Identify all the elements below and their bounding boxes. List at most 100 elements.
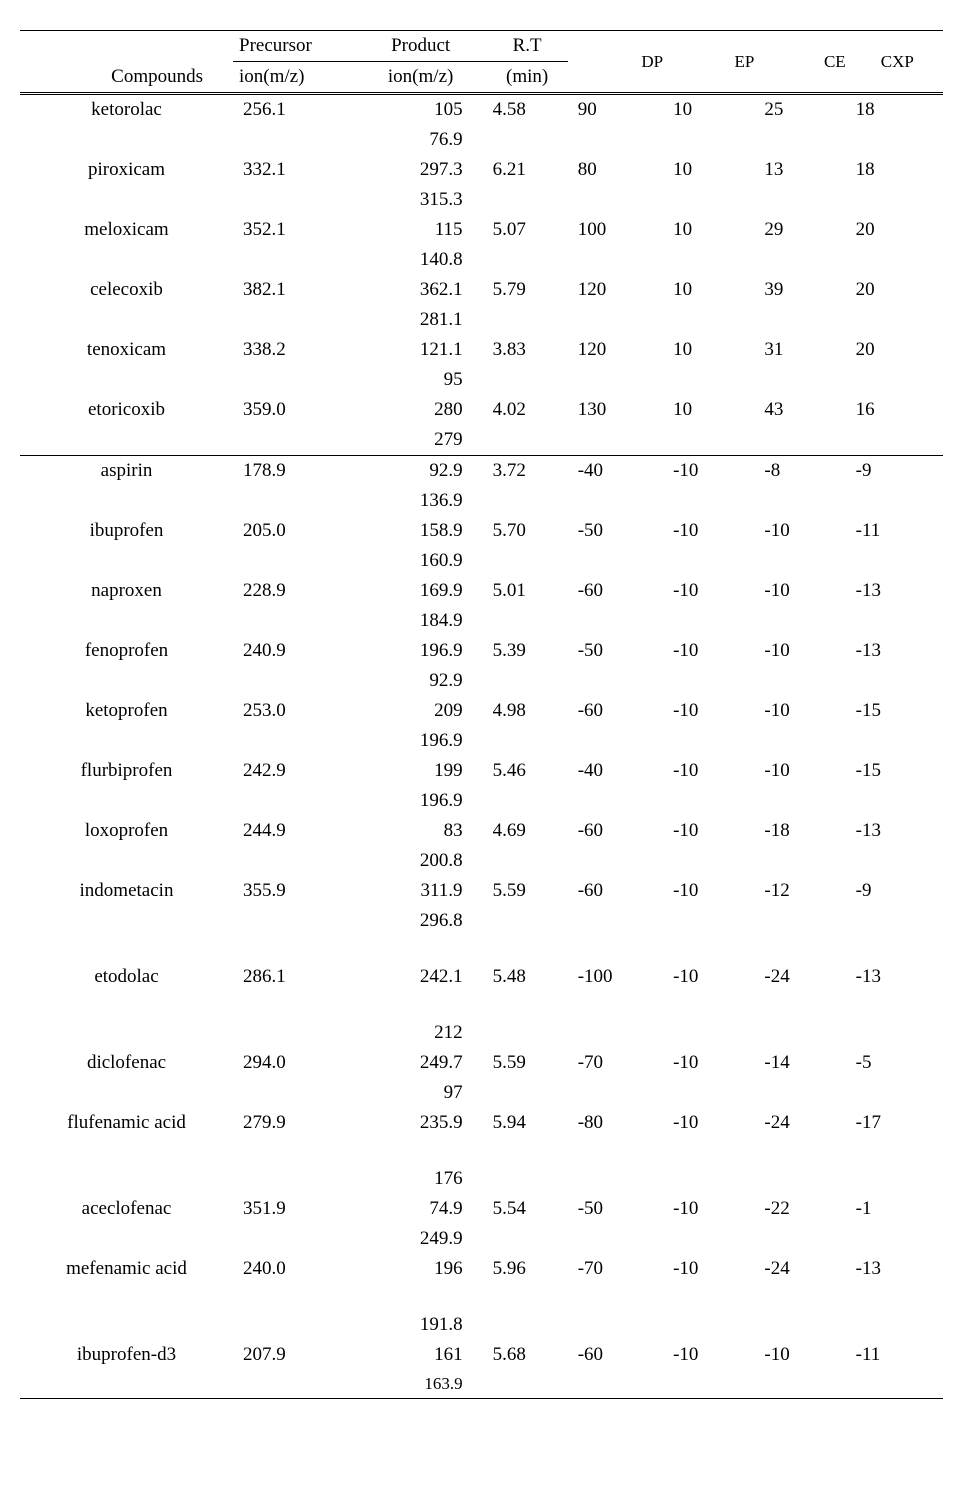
table-cell: [233, 906, 355, 936]
table-cell: [233, 1310, 355, 1340]
table-cell: 43: [760, 395, 851, 425]
col-cxp-header: CXP: [852, 31, 943, 94]
table-cell: [568, 1370, 669, 1399]
table-cell: tenoxicam: [20, 335, 233, 365]
table-cell: mefenamic acid: [20, 1254, 233, 1284]
table-cell: [760, 1018, 851, 1048]
table-cell: [669, 185, 760, 215]
table-cell: 100: [568, 215, 669, 245]
table-cell: [20, 846, 233, 876]
table-cell: [568, 1310, 669, 1340]
table-cell: 280: [355, 395, 487, 425]
table-cell: [852, 992, 943, 1018]
table-cell: [852, 936, 943, 962]
table-cell: -10: [669, 1340, 760, 1370]
table-cell: 279: [355, 425, 487, 456]
table-cell: [233, 1370, 355, 1399]
table-cell: -10: [669, 1254, 760, 1284]
table-row: flufenamic acid279.9235.95.94-80-10-24-1…: [20, 1108, 943, 1138]
table-row: 296.8: [20, 906, 943, 936]
table-cell: [568, 1164, 669, 1194]
table-cell: [760, 185, 851, 215]
table-cell: [233, 185, 355, 215]
table-cell: [487, 1224, 568, 1254]
table-cell: [852, 185, 943, 215]
table-cell: [233, 546, 355, 576]
table-cell: 209: [355, 696, 487, 726]
table-cell: loxoprofen: [20, 816, 233, 846]
table-cell: [760, 1078, 851, 1108]
table-cell: [852, 245, 943, 275]
table-cell: 80: [568, 155, 669, 185]
table-cell: [20, 1138, 233, 1164]
table-cell: 161: [355, 1340, 487, 1370]
table-cell: [568, 1284, 669, 1310]
table-cell: -70: [568, 1048, 669, 1078]
table-cell: 178.9: [233, 456, 355, 487]
table-cell: [669, 1078, 760, 1108]
table-cell: [487, 1078, 568, 1108]
table-cell: [355, 1138, 487, 1164]
table-cell: [487, 1164, 568, 1194]
table-cell: naproxen: [20, 576, 233, 606]
table-cell: 97: [355, 1078, 487, 1108]
table-cell: [669, 992, 760, 1018]
table-cell: [568, 606, 669, 636]
table-cell: [760, 425, 851, 456]
table-cell: -9: [852, 876, 943, 906]
table-row: tenoxicam338.2121.13.83120103120: [20, 335, 943, 365]
col-dp-header: DP: [568, 31, 669, 94]
table-cell: 196: [355, 1254, 487, 1284]
col-compounds-header: Compounds: [20, 31, 233, 94]
table-cell: [20, 185, 233, 215]
table-cell: 240.0: [233, 1254, 355, 1284]
table-cell: -10: [669, 696, 760, 726]
table-cell: [760, 846, 851, 876]
table-cell: [233, 245, 355, 275]
col-ce-header: CE: [760, 31, 851, 94]
table-cell: [760, 305, 851, 335]
table-cell: [487, 245, 568, 275]
col-rt-header-1: R.T: [487, 31, 568, 62]
table-cell: 4.98: [487, 696, 568, 726]
table-cell: [852, 606, 943, 636]
table-cell: [487, 486, 568, 516]
table-cell: 160.9: [355, 546, 487, 576]
table-cell: -18: [760, 816, 851, 846]
table-cell: [760, 365, 851, 395]
table-cell: [760, 1370, 851, 1399]
table-cell: -60: [568, 1340, 669, 1370]
table-cell: [852, 1284, 943, 1310]
table-cell: -13: [852, 1254, 943, 1284]
table-cell: -13: [852, 816, 943, 846]
table-cell: -40: [568, 756, 669, 786]
table-cell: [487, 185, 568, 215]
table-row: 279: [20, 425, 943, 456]
table-cell: [852, 425, 943, 456]
table-cell: 4.58: [487, 94, 568, 126]
table-cell: [487, 125, 568, 155]
table-cell: ketoprofen: [20, 696, 233, 726]
col-ep-header: EP: [669, 31, 760, 94]
table-cell: [760, 666, 851, 696]
table-cell: [233, 1224, 355, 1254]
table-cell: [669, 1284, 760, 1310]
table-cell: 253.0: [233, 696, 355, 726]
table-cell: -24: [760, 962, 851, 992]
table-cell: [20, 546, 233, 576]
table-cell: [20, 992, 233, 1018]
table-cell: -60: [568, 576, 669, 606]
table-cell: 352.1: [233, 215, 355, 245]
table-cell: [233, 305, 355, 335]
table-cell: -50: [568, 516, 669, 546]
table-cell: -40: [568, 456, 669, 487]
table-row: etoricoxib359.02804.02130104316: [20, 395, 943, 425]
table-row: fenoprofen240.9196.95.39-50-10-10-13: [20, 636, 943, 666]
table-cell: 105: [355, 94, 487, 126]
table-cell: [487, 992, 568, 1018]
table-row: 249.9: [20, 1224, 943, 1254]
table-row: 95: [20, 365, 943, 395]
table-cell: 5.01: [487, 576, 568, 606]
table-cell: [852, 1138, 943, 1164]
table-cell: [568, 936, 669, 962]
